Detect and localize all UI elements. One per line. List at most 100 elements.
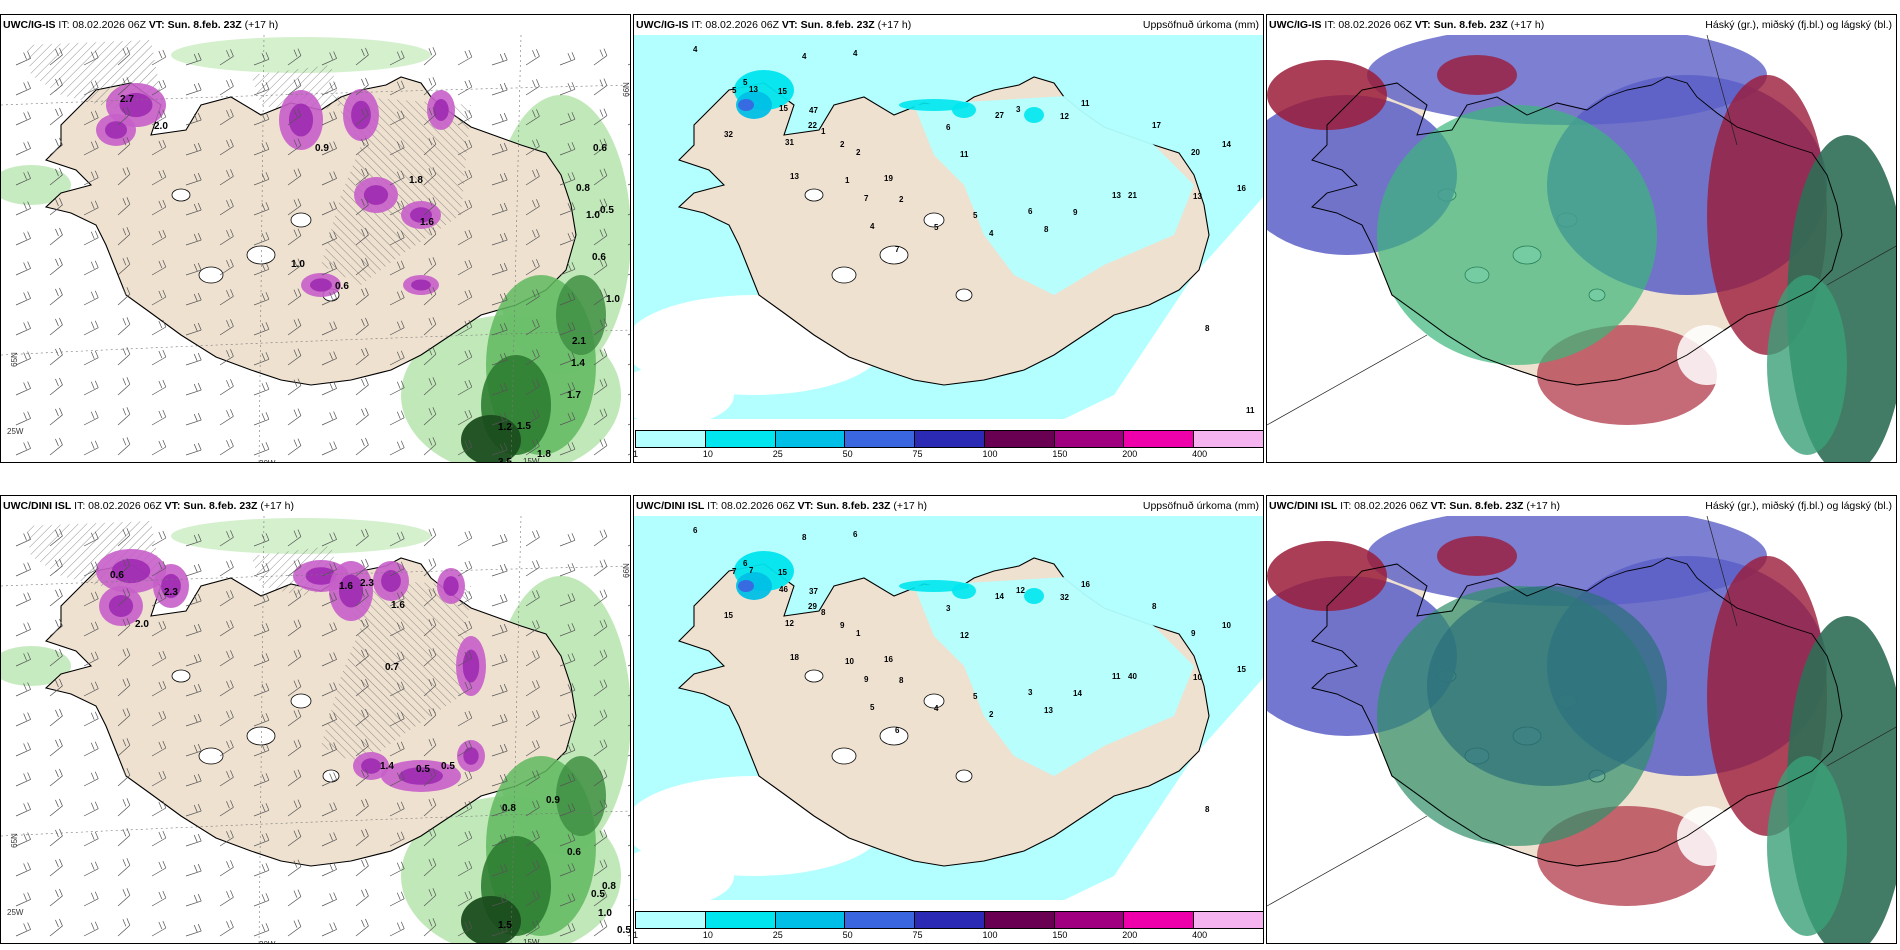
colorbar-swatch [636,431,706,447]
accum-value-label: 10 [845,657,854,666]
precip-value-label: 0.5 [416,764,430,775]
colorbar-swatch [1054,431,1125,447]
rain-area-light [1,646,71,686]
precip-type-map: 0.62.32.01.6 2.31.60.70.51.4 0.50.80.90.60… [1,516,631,943]
accum-value-label: 27 [995,111,1004,120]
accum-value-label: 8 [1205,805,1210,814]
precip-value-label: 1.7 [567,390,581,401]
accum-value-label: 14 [1222,140,1231,149]
accum-value-label: 14 [995,592,1004,601]
colorbar-swatch [915,431,985,447]
accum-value-label: 15 [779,104,788,113]
colorbar-tick-label: 200 [1122,449,1138,459]
snow-area-heavy [351,100,371,130]
accum-value-label: 10 [1193,673,1202,682]
precip-value-label: 0.8 [502,803,516,814]
snow-area-heavy [363,185,389,205]
colorbar-swatch [1124,912,1195,928]
snow-area-heavy [119,92,153,118]
snow-area-heavy [411,279,431,291]
precip-10-25 [952,583,976,599]
panel-header: UWC/IG-IS IT: 08.02.2026 06Z VT: Sun. 8.… [1267,15,1896,35]
precip-value-label: 2.0 [154,121,168,132]
precip-10-25 [1024,107,1044,123]
colorbar-swatch [845,431,916,447]
precip-value-label: 1.5 [498,920,512,931]
precip-value-label: 0.6 [567,847,581,858]
accum-value-label: 9 [1191,629,1196,638]
accum-value-label: 7 [732,567,737,576]
accum-value-label: 6 [693,526,698,535]
precip-value-label: 0.6 [110,570,124,581]
model-name: UWC/IG-IS [3,19,56,31]
precip-value-label: 0.5 [441,761,455,772]
precip-value-label: 1.0 [586,210,600,221]
snow-area-heavy [338,574,364,608]
accum-value-label: 6 [743,559,748,568]
colorbar-tick-label: 100 [982,449,998,459]
rain-area-heavy [461,415,521,462]
accum-value-label: 15 [1237,665,1246,674]
precip-value-label: 0.5 [617,925,631,936]
valid-time: Sun. 8.feb. 23Z [1433,19,1508,31]
accum-value-label: 8 [899,676,904,685]
precip-value-label: 0.5 [591,889,605,900]
accum-value-label: 1 [821,127,826,136]
accum-value-label: 4 [989,229,994,238]
accum-value-label: 4 [802,52,807,61]
init-time: IT: 08.02.2026 06Z [74,500,162,512]
accum-value-label: 6 [1028,207,1033,216]
precip-value-label: 1.2 [498,422,512,433]
precip-type-map: 2.72.00.91.81.61.00.60.80.51.00.61.02.11… [1,35,630,462]
map-panel-igis-precip-type: 2.7 2.0 0.9 1.8 1.6 1.0 0.6 0.8 0.5 1.0 0.6 1.0 2.1 1… [0,14,631,463]
accum-value-label: 21 [1128,191,1137,200]
snow-area-heavy [305,567,337,585]
precip-50-75 [738,99,754,111]
accum-value-label: 1 [845,176,850,185]
colorbar-swatch [1124,431,1195,447]
precip-10-25 [899,99,969,111]
accum-value-label: 7 [895,245,900,254]
accum-value-label: 8 [1205,324,1210,333]
accum-value-label: 5 [973,692,978,701]
init-time: IT: 08.02.2026 06Z [691,19,779,31]
snow-area-heavy [310,278,332,292]
colorbar-tick-label: 400 [1192,449,1208,459]
colorbar-tick-label: 75 [912,930,923,940]
colorbar-tick-label: 50 [842,449,853,459]
precip-value-label: 0.5 [600,205,614,216]
precip-colorbar [635,430,1263,448]
model-name: UWC/DINI ISL [3,500,72,512]
colorbar-tick-label: 1 [633,449,639,459]
init-time: IT: 08.02.2026 06Z [707,500,795,512]
accum-value-label: 13 [1112,191,1121,200]
precip-10-25 [952,102,976,118]
accum-value-label: 6 [946,123,951,132]
accum-value-label: 8 [821,608,826,617]
colorbar-tick-label: 400 [1192,930,1208,940]
accum-value-label: 19 [884,174,893,183]
grid-label-lon20: 20W [259,940,275,943]
lead-time: (+17 h) [877,19,912,31]
colorbar-swatch [775,431,846,447]
precip-value-label: 0.9 [315,143,329,154]
init-time: IT: 08.02.2026 06Z [58,19,146,31]
low-cloud [1427,586,1667,786]
valid-time: Sun. 8.feb. 23Z [816,500,891,512]
snow-area-heavy [410,207,432,223]
snow-area-heavy [361,758,381,774]
high-cloud [1267,60,1387,130]
colorbar-swatch [705,431,776,447]
precip-value-label: 1.6 [339,581,353,592]
lat-lon-grid [1,35,630,462]
valid-time-label: VT: [781,19,798,31]
accum-value-label: 10 [1222,621,1231,630]
valid-time: Sun. 8.feb. 23Z [800,19,875,31]
precip-10-25 [1024,588,1044,604]
colorbar-tick-label: 10 [702,930,713,940]
accum-value-label: 11 [960,150,969,159]
panel-header: UWC/IG-IS IT: 08.02.2026 06Z VT: Sun. 8.… [1,15,630,35]
valid-time-label: VT: [1430,500,1447,512]
